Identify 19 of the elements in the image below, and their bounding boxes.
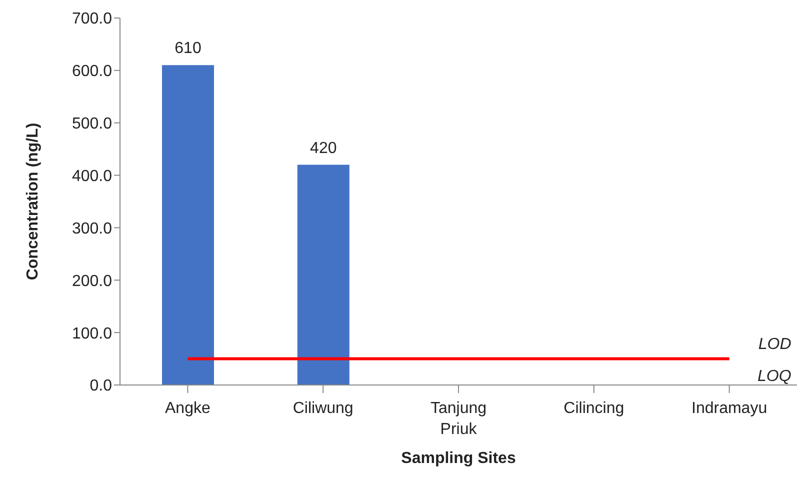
y-tick-label: 200.0: [72, 272, 112, 290]
y-tick-label: 300.0: [72, 220, 112, 238]
x-tick-label: Ciliwung: [292, 400, 354, 417]
y-tick-label: 600.0: [72, 63, 112, 80]
y-tick-label: 0.0: [90, 378, 112, 395]
y-axis-title: Concentration (ng/L): [24, 122, 42, 280]
x-tick-label: Indramayu: [692, 400, 768, 417]
data-label: 610: [174, 40, 202, 58]
x-tick-label: Angke: [165, 400, 210, 417]
y-tick-label: 700.0: [72, 10, 112, 28]
data-label: 420: [310, 140, 337, 157]
x-tick-label: Tanjung Priuk: [430, 400, 487, 438]
annotation: LOQ: [758, 368, 792, 385]
x-tick-label: Cilincing: [564, 400, 624, 417]
y-tick-label: 500.0: [72, 116, 112, 133]
y-tick-label: 400.0: [72, 168, 112, 185]
x-axis-title: Sampling Sites: [401, 450, 516, 467]
annotation: LOD: [758, 336, 792, 353]
y-tick-label: 100.0: [72, 325, 112, 342]
